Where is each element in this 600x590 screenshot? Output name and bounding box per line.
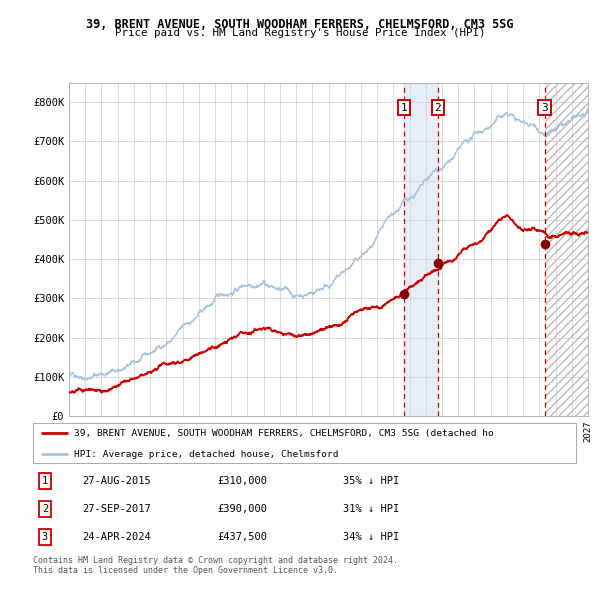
Text: £437,500: £437,500 xyxy=(218,532,268,542)
Bar xyxy=(404,83,438,416)
Text: 3: 3 xyxy=(42,532,48,542)
Text: 24-APR-2024: 24-APR-2024 xyxy=(82,532,151,542)
Text: £310,000: £310,000 xyxy=(218,476,268,486)
Text: 3: 3 xyxy=(541,103,548,113)
Text: Contains HM Land Registry data © Crown copyright and database right 2024.: Contains HM Land Registry data © Crown c… xyxy=(33,556,398,565)
Text: 2: 2 xyxy=(42,504,48,514)
Text: This data is licensed under the Open Government Licence v3.0.: This data is licensed under the Open Gov… xyxy=(33,566,338,575)
Bar xyxy=(545,83,588,416)
Text: 1: 1 xyxy=(42,476,48,486)
Text: 39, BRENT AVENUE, SOUTH WOODHAM FERRERS, CHELMSFORD, CM3 5SG: 39, BRENT AVENUE, SOUTH WOODHAM FERRERS,… xyxy=(86,18,514,31)
Text: 27-SEP-2017: 27-SEP-2017 xyxy=(82,504,151,514)
Text: 27-AUG-2015: 27-AUG-2015 xyxy=(82,476,151,486)
Text: 1: 1 xyxy=(401,103,407,113)
Text: Price paid vs. HM Land Registry's House Price Index (HPI): Price paid vs. HM Land Registry's House … xyxy=(115,28,485,38)
Text: 2: 2 xyxy=(434,103,442,113)
Text: 34% ↓ HPI: 34% ↓ HPI xyxy=(343,532,399,542)
Text: £390,000: £390,000 xyxy=(218,504,268,514)
Text: 31% ↓ HPI: 31% ↓ HPI xyxy=(343,504,399,514)
Text: 39, BRENT AVENUE, SOUTH WOODHAM FERRERS, CHELMSFORD, CM3 5SG (detached ho: 39, BRENT AVENUE, SOUTH WOODHAM FERRERS,… xyxy=(74,429,493,438)
Text: HPI: Average price, detached house, Chelmsford: HPI: Average price, detached house, Chel… xyxy=(74,450,338,459)
Text: 35% ↓ HPI: 35% ↓ HPI xyxy=(343,476,399,486)
